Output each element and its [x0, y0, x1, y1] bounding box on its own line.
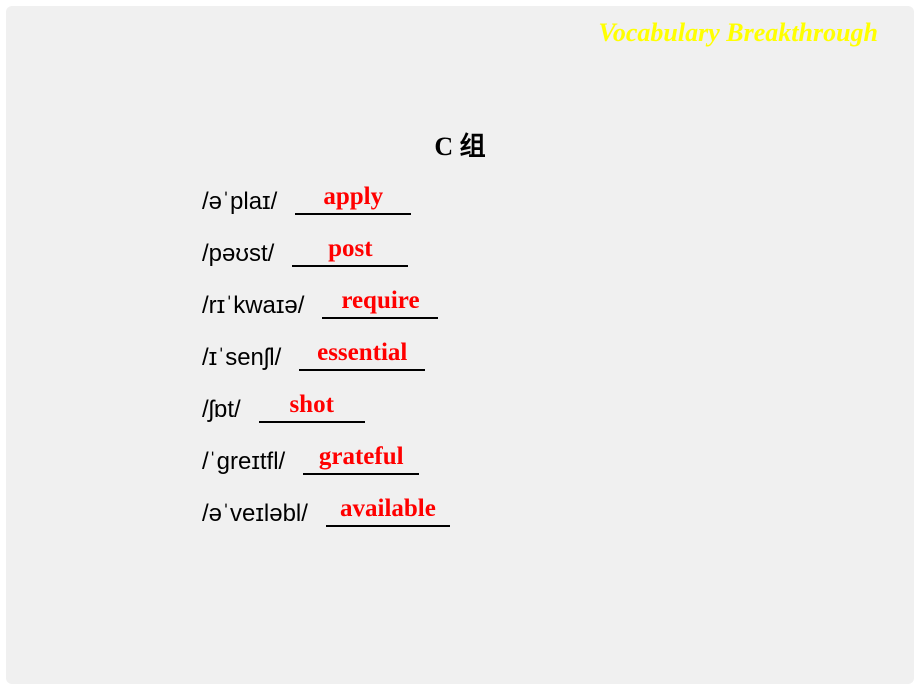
phonetic-text: /rɪˈkwaɪə/: [202, 292, 304, 320]
blank-container: post: [292, 241, 408, 267]
group-label: C 组: [6, 126, 914, 163]
phonetic-text: /ˈɡreɪtfl/: [202, 448, 285, 476]
vocab-row: /pəʊst/ post: [202, 228, 722, 280]
vocab-row: /ʃɒt/ shot: [202, 384, 722, 436]
answer-text: require: [341, 287, 419, 315]
vocab-list: /əˈplaɪ/ apply /pəʊst/ post /rɪˈkwaɪə/ r…: [202, 176, 722, 540]
phonetic-text: /pəʊst/: [202, 240, 274, 268]
answer-text: available: [340, 495, 436, 523]
phonetic-text: /əˈplaɪ/: [202, 188, 277, 216]
vocab-row: /əˈplaɪ/ apply: [202, 176, 722, 228]
answer-text: apply: [323, 183, 383, 211]
answer-text: grateful: [319, 443, 404, 471]
vocab-row: /ɪˈsenʃl/ essential: [202, 332, 722, 384]
blank-container: shot: [259, 397, 365, 423]
phonetic-text: /ɪˈsenʃl/: [202, 344, 281, 372]
vocab-row: /əˈveɪləbl/ available: [202, 488, 722, 540]
phonetic-text: /əˈveɪləbl/: [202, 500, 308, 528]
blank-container: essential: [299, 345, 425, 371]
answer-text: post: [328, 235, 372, 263]
blank-container: available: [326, 501, 450, 527]
slide-panel: Vocabulary Breakthrough C 组 /əˈplaɪ/ app…: [6, 6, 914, 684]
vocab-row: /ˈɡreɪtfl/ grateful: [202, 436, 722, 488]
answer-text: shot: [289, 391, 333, 419]
phonetic-text: /ʃɒt/: [202, 396, 241, 424]
answer-text: essential: [317, 339, 407, 367]
blank-container: require: [322, 293, 438, 319]
vocab-row: /rɪˈkwaɪə/ require: [202, 280, 722, 332]
header-title: Vocabulary Breakthrough: [598, 18, 878, 48]
blank-container: apply: [295, 189, 411, 215]
blank-container: grateful: [303, 449, 419, 475]
